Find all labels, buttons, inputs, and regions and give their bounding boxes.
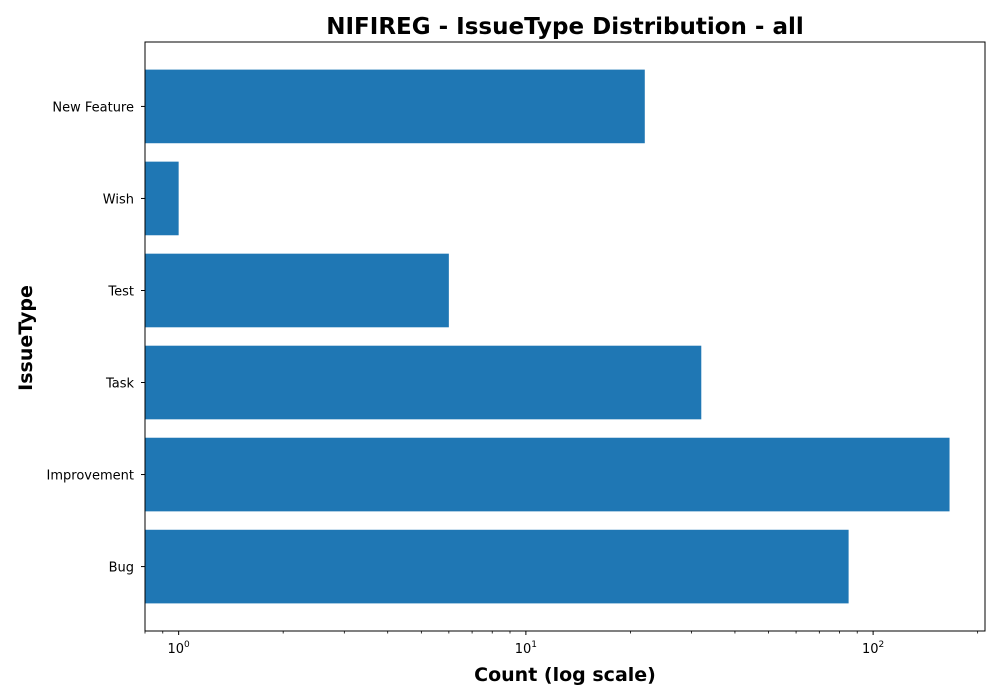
y-tick-label: Wish bbox=[103, 192, 134, 207]
chart-title: NIFIREG - IssueType Distribution - all bbox=[326, 14, 804, 40]
bar-bug bbox=[145, 529, 849, 604]
bar-improvement bbox=[145, 437, 950, 512]
bar-wish bbox=[145, 161, 179, 236]
bar-task bbox=[145, 345, 702, 420]
plot-frame bbox=[144, 41, 986, 632]
y-tick-label: New Feature bbox=[52, 100, 134, 115]
bars-group bbox=[145, 69, 950, 604]
y-axis-label: IssueType bbox=[15, 285, 37, 391]
y-tick-label: Improvement bbox=[47, 469, 134, 484]
bar-new-feature bbox=[145, 69, 645, 144]
x-axis-label: Count (log scale) bbox=[474, 664, 656, 686]
x-tick-label: 101 bbox=[515, 640, 537, 657]
bar-test bbox=[145, 253, 449, 328]
y-tick-label: Task bbox=[105, 377, 135, 392]
y-tick-label: Bug bbox=[109, 561, 134, 576]
x-tick-label: 100 bbox=[168, 640, 191, 657]
y-tick-label: Test bbox=[107, 284, 134, 299]
x-tick-label: 102 bbox=[862, 640, 884, 657]
x-axis-ticks: 100 101 102 bbox=[144, 631, 979, 657]
y-axis-ticks: New Feature Wish Test Task Improvement Bug bbox=[47, 100, 145, 576]
